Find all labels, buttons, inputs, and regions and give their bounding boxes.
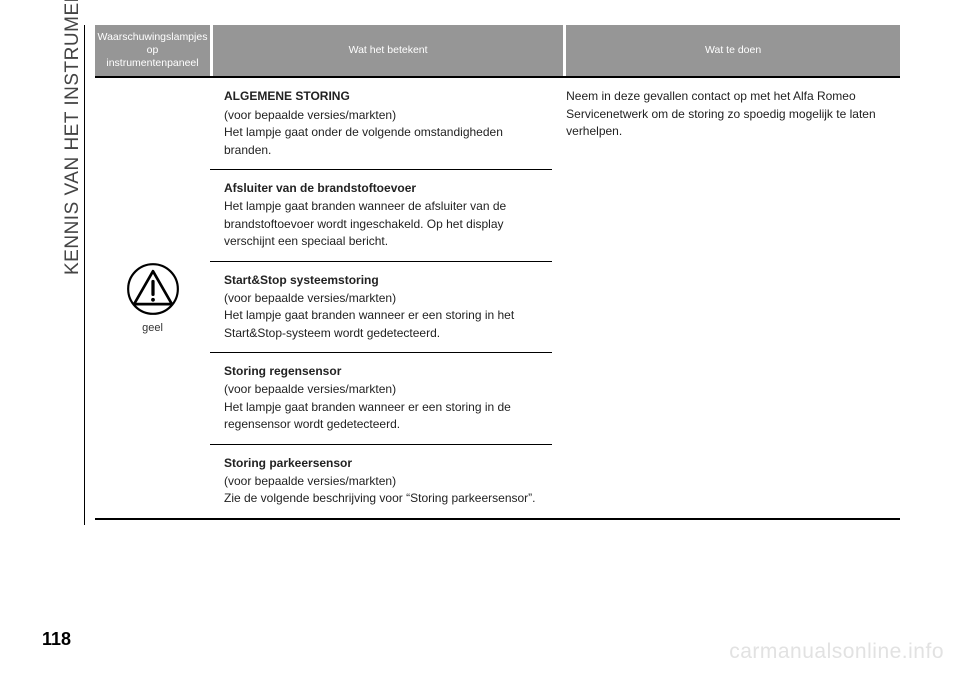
indicator-color-label: geel — [142, 322, 163, 334]
meaning-section: Storing parkeersensor (voor bepaalde ver… — [210, 445, 552, 518]
section-body: Het lampje gaat branden wanneer de afslu… — [224, 198, 538, 250]
section-title: Afsluiter van de brandstoftoevoer — [224, 180, 538, 197]
header-cell-indicator: Waarschuwingslampjes op instrumentenpane… — [95, 25, 210, 76]
meaning-section: Storing regensensor (voor bepaalde versi… — [210, 353, 552, 445]
section-body: (voor bepaalde versies/markten) Zie de v… — [224, 473, 538, 508]
section-title: ALGEMENE STORING — [224, 88, 538, 105]
action-cell: Neem in deze gevallen contact op met het… — [552, 78, 900, 517]
header-cell-line: Waarschuwingslampjes — [98, 31, 208, 43]
section-body: (voor bepaalde versies/markten) Het lamp… — [224, 290, 538, 342]
warning-triangle-icon — [126, 262, 180, 316]
header-cell-action: Wat te doen — [566, 25, 900, 76]
footer-divider — [95, 518, 900, 520]
side-rule — [84, 25, 85, 525]
section-body: (voor bepaalde versies/markten) Het lamp… — [224, 381, 538, 433]
table-header-row: Waarschuwingslampjes op instrumentenpane… — [95, 25, 900, 76]
meaning-cell: ALGEMENE STORING (voor bepaalde versies/… — [210, 78, 552, 517]
header-cell-line: op — [147, 44, 159, 56]
header-cell-meaning: Wat het betekent — [213, 25, 563, 76]
page-number: 118 — [42, 629, 71, 650]
content-area: Waarschuwingslampjes op instrumentenpane… — [95, 25, 900, 520]
header-cell-line: instrumentenpaneel — [106, 57, 198, 69]
indicator-cell: geel — [95, 78, 210, 517]
page: KENNIS VAN HET INSTRUMENTENPANEEL Waarsc… — [0, 0, 960, 678]
section-body: (voor bepaalde versies/markten) Het lamp… — [224, 107, 538, 159]
section-title: Start&Stop systeemstoring — [224, 272, 538, 289]
section-title: Storing regensensor — [224, 363, 538, 380]
side-section-title: KENNIS VAN HET INSTRUMENTENPANEEL — [62, 0, 84, 275]
section-title: Storing parkeersensor — [224, 455, 538, 472]
meaning-section: Start&Stop systeemstoring (voor bepaalde… — [210, 262, 552, 354]
meaning-section: Afsluiter van de brandstoftoevoer Het la… — [210, 170, 552, 262]
table-body-row: geel ALGEMENE STORING (voor bepaalde ver… — [95, 78, 900, 517]
meaning-section: ALGEMENE STORING (voor bepaalde versies/… — [210, 78, 552, 170]
watermark-text: carmanualsonline.info — [729, 640, 944, 664]
